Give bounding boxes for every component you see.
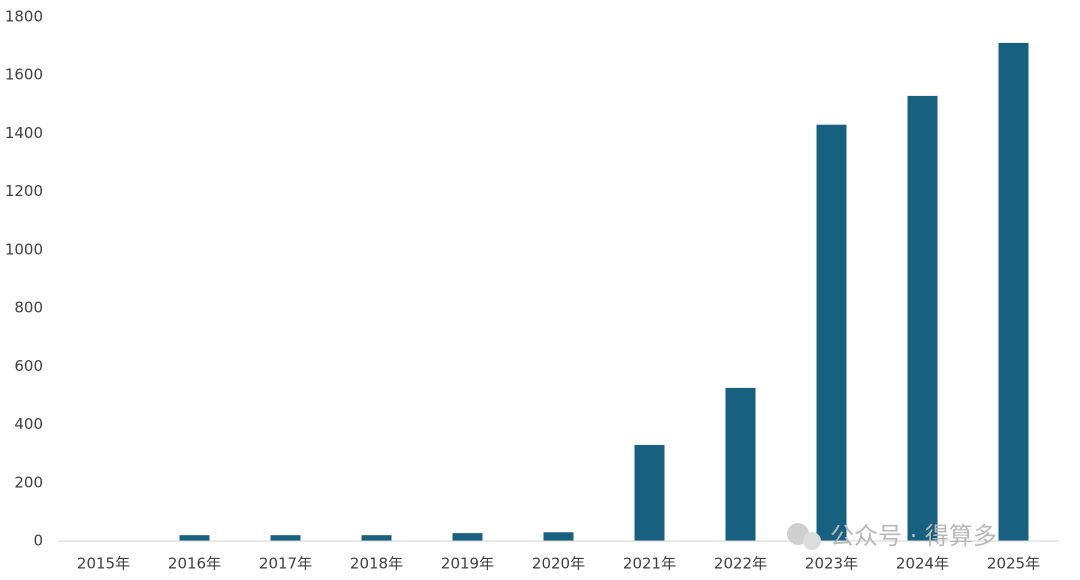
y-tick-label: 1000	[5, 240, 43, 258]
y-tick-label: 800	[14, 299, 43, 317]
x-tick-label: 2024年	[896, 555, 949, 573]
x-tick-label: 2025年	[987, 555, 1040, 573]
y-tick-label: 1800	[5, 8, 43, 26]
bar	[179, 535, 210, 541]
y-tick-label: 400	[14, 415, 43, 433]
bar	[543, 532, 574, 541]
bar	[816, 124, 847, 541]
x-tick-label: 2017年	[259, 555, 312, 573]
bar	[452, 533, 483, 541]
x-tick-label: 2020年	[532, 555, 585, 573]
bar	[634, 444, 665, 541]
y-tick-label: 0	[33, 532, 43, 550]
bar	[998, 42, 1029, 542]
bar	[907, 95, 938, 541]
y-tick-label: 200	[14, 473, 43, 491]
bar	[725, 387, 756, 541]
y-tick-label: 1400	[5, 124, 43, 142]
y-tick-label: 600	[14, 357, 43, 375]
watermark-text: 公众号 · 得算多	[830, 522, 997, 550]
y-tick-label: 1600	[5, 66, 43, 84]
watermark-icon	[803, 532, 821, 550]
watermark: 公众号 · 得算多	[787, 522, 997, 550]
y-tick-label: 1200	[5, 182, 43, 200]
x-tick-label: 2019年	[441, 555, 494, 573]
x-tick-label: 2023年	[805, 555, 858, 573]
bar	[361, 535, 392, 541]
bar	[270, 535, 301, 541]
x-tick-label: 2015年	[77, 555, 130, 573]
x-tick-label: 2016年	[168, 555, 221, 573]
x-tick-label: 2022年	[714, 555, 767, 573]
x-tick-label: 2021年	[623, 555, 676, 573]
x-tick-label: 2018年	[350, 555, 403, 573]
